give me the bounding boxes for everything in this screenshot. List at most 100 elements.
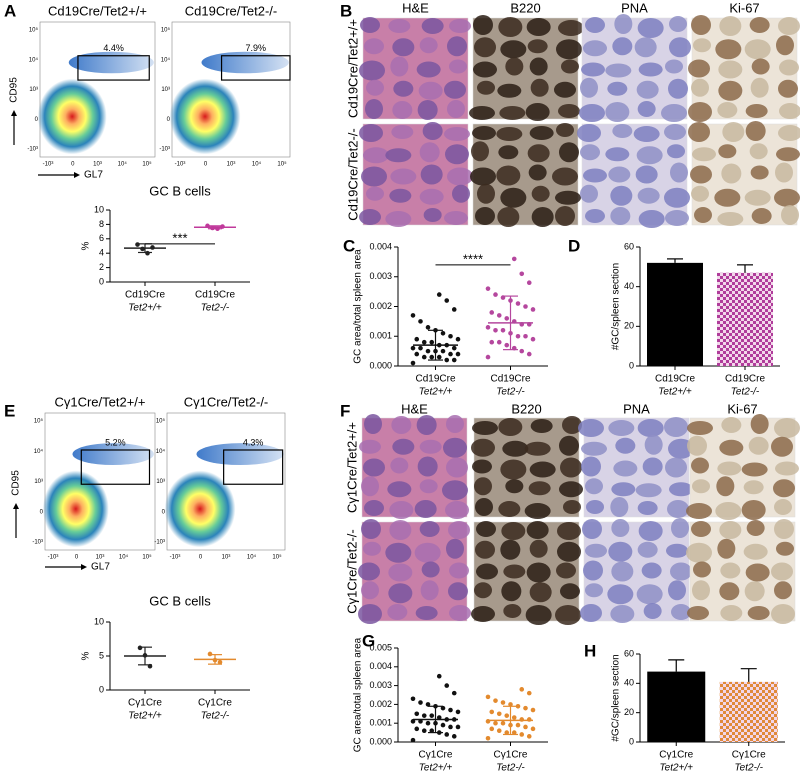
follicle: [718, 80, 743, 101]
y-tick-label: 5: [99, 650, 104, 660]
data-point: [526, 280, 532, 286]
follicle: [608, 166, 631, 183]
follicle: [664, 417, 688, 437]
data-point: [500, 720, 506, 726]
data-point: [425, 348, 431, 354]
significance-label: ***: [172, 230, 187, 245]
data-point: [485, 735, 491, 741]
follicle: [422, 122, 443, 140]
panel-label: A: [4, 1, 16, 20]
error-bar: [737, 264, 753, 273]
follicle: [692, 147, 716, 162]
data-point: [436, 292, 442, 297]
follicle: [498, 145, 519, 160]
follicle: [637, 541, 658, 558]
flow-xtick: 10⁵: [142, 554, 152, 561]
data-point: [429, 339, 435, 345]
data-point: [489, 726, 495, 732]
follicle: [496, 127, 523, 141]
follicle: [717, 538, 736, 559]
follicle: [529, 57, 548, 76]
follicle: [577, 124, 601, 142]
y-tick-label: 60: [624, 648, 634, 658]
follicle: [420, 580, 439, 601]
flow-ytick: -10³: [154, 540, 165, 546]
flow-xtick: 0: [204, 162, 208, 168]
follicle: [721, 417, 742, 433]
x-tick-sublabel: Tet2+/+: [659, 763, 693, 774]
follicle: [526, 562, 551, 583]
follicle: [750, 165, 769, 180]
flow-xtick: 10⁵: [277, 161, 287, 168]
y-tick-label: 0.002: [369, 699, 392, 709]
follicle: [442, 480, 468, 501]
flow-xlabel: GL7: [91, 562, 110, 573]
follicle: [444, 127, 470, 141]
follicle: [741, 462, 768, 477]
flow-ytick: 10³: [161, 87, 170, 93]
y-tick-label: 20: [624, 321, 634, 331]
data-point: [448, 707, 453, 713]
follicle: [750, 414, 769, 434]
data-point: [410, 313, 416, 318]
row-label: Cγ1Cre/Tet2+/+: [344, 422, 359, 513]
follicle: [527, 39, 548, 54]
follicle: [473, 61, 497, 78]
data-point: [504, 316, 510, 321]
panel-label: E: [4, 401, 15, 420]
data-point: [530, 307, 536, 312]
data-point: [504, 713, 510, 718]
follicle: [607, 584, 634, 605]
follicle: [529, 539, 548, 558]
gate-percent: 5.2%: [105, 437, 126, 447]
flow-ytick: -10³: [32, 540, 43, 546]
data-point: [496, 711, 502, 717]
flow-cloud: [42, 470, 109, 548]
flow-ytick: 10³: [29, 87, 38, 93]
stain-header: H&E: [401, 401, 428, 416]
follicle: [718, 60, 743, 79]
y-tick-label: 0.003: [369, 680, 392, 690]
follicle: [715, 39, 742, 60]
follicle: [499, 106, 526, 120]
panel-label: G: [362, 631, 375, 650]
follicle: [385, 148, 412, 163]
follicle: [719, 16, 742, 36]
flow-ytick: 10⁵: [29, 27, 39, 34]
flow-gate: [80, 449, 151, 485]
data-point: [530, 726, 536, 732]
follicle: [420, 164, 443, 185]
data-point: [410, 345, 416, 351]
data-point: [485, 694, 491, 700]
follicle: [748, 436, 769, 455]
follicle: [585, 583, 603, 598]
follicle: [477, 183, 495, 204]
follicle: [715, 502, 742, 520]
x-tick-label: Cγ1Cre: [494, 750, 528, 761]
flow-xtick: -10³: [48, 555, 59, 561]
follicle: [475, 207, 495, 225]
y-tick-label: 2: [99, 262, 104, 272]
data-point: [410, 737, 416, 743]
follicle: [476, 521, 496, 537]
follicle: [388, 563, 413, 582]
data-point: [436, 673, 442, 679]
follicle: [669, 482, 693, 497]
follicle: [500, 539, 521, 560]
follicle: [472, 459, 492, 474]
follicle: [580, 604, 602, 622]
follicle: [643, 603, 662, 619]
follicle: [775, 162, 793, 183]
y-axis-label: #GC/spleen section: [611, 263, 622, 350]
flow-ytick: 10⁴: [29, 56, 39, 63]
follicle: [363, 147, 389, 164]
data-point: [519, 687, 525, 692]
follicle: [366, 186, 384, 201]
follicle: [741, 500, 766, 520]
y-tick-label: 0.004: [369, 661, 392, 671]
follicle: [364, 414, 382, 434]
data-point: [448, 351, 453, 357]
follicle: [636, 80, 659, 99]
flow-gate: [223, 449, 284, 485]
flow-ytick: -10³: [27, 147, 38, 153]
